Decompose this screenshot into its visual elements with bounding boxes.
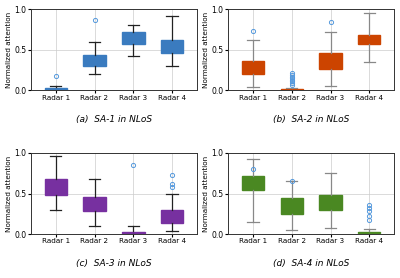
Y-axis label: Normalized attention: Normalized attention — [6, 155, 12, 232]
PathPatch shape — [358, 232, 380, 234]
Y-axis label: Normalized attention: Normalized attention — [203, 155, 209, 232]
Text: (b)  SA-2 in NLoS: (b) SA-2 in NLoS — [273, 115, 349, 124]
Text: (c)  SA-3 in NLoS: (c) SA-3 in NLoS — [76, 259, 152, 268]
PathPatch shape — [280, 89, 303, 90]
Text: (a)  SA-1 in NLoS: (a) SA-1 in NLoS — [76, 115, 152, 124]
PathPatch shape — [122, 232, 144, 234]
Y-axis label: Normalized attention: Normalized attention — [203, 12, 209, 88]
PathPatch shape — [358, 35, 380, 44]
Y-axis label: Normalized attention: Normalized attention — [6, 12, 12, 88]
PathPatch shape — [319, 53, 342, 69]
PathPatch shape — [83, 54, 106, 66]
Text: (d)  SA-4 in NLoS: (d) SA-4 in NLoS — [273, 259, 349, 268]
PathPatch shape — [44, 88, 67, 90]
PathPatch shape — [161, 210, 183, 223]
PathPatch shape — [319, 195, 342, 210]
PathPatch shape — [280, 198, 303, 214]
PathPatch shape — [161, 40, 183, 53]
PathPatch shape — [44, 179, 67, 195]
PathPatch shape — [122, 32, 144, 44]
PathPatch shape — [83, 197, 106, 212]
PathPatch shape — [242, 61, 264, 74]
PathPatch shape — [242, 176, 264, 190]
